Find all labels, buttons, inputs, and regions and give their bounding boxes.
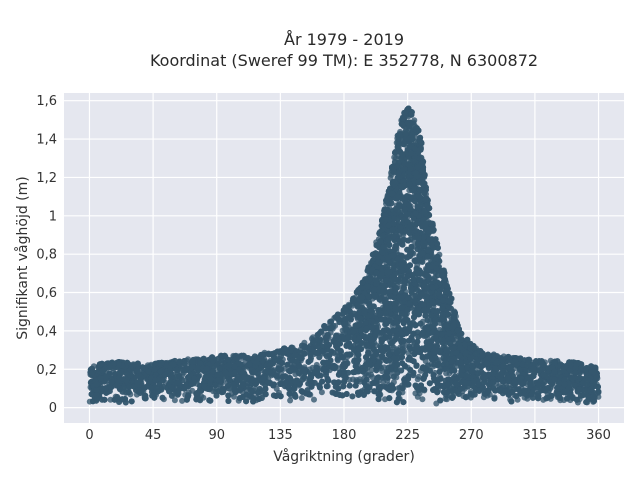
data-point bbox=[179, 397, 186, 404]
data-point bbox=[391, 154, 398, 161]
data-point bbox=[443, 396, 450, 403]
data-point bbox=[415, 373, 422, 380]
data-points bbox=[86, 105, 602, 407]
chart-title-line-2: Koordinat (Sweref 99 TM): E 352778, N 63… bbox=[150, 51, 538, 70]
data-point bbox=[414, 393, 421, 400]
data-point bbox=[311, 396, 317, 403]
data-point bbox=[419, 396, 426, 403]
data-point bbox=[318, 389, 325, 396]
chart-title-line-1: År 1979 - 2019 bbox=[284, 30, 404, 49]
data-point bbox=[368, 367, 375, 374]
data-point bbox=[171, 397, 178, 404]
data-point bbox=[231, 393, 237, 400]
data-point bbox=[287, 397, 294, 404]
data-point bbox=[379, 368, 386, 375]
data-point bbox=[369, 374, 376, 381]
data-point bbox=[298, 395, 305, 401]
